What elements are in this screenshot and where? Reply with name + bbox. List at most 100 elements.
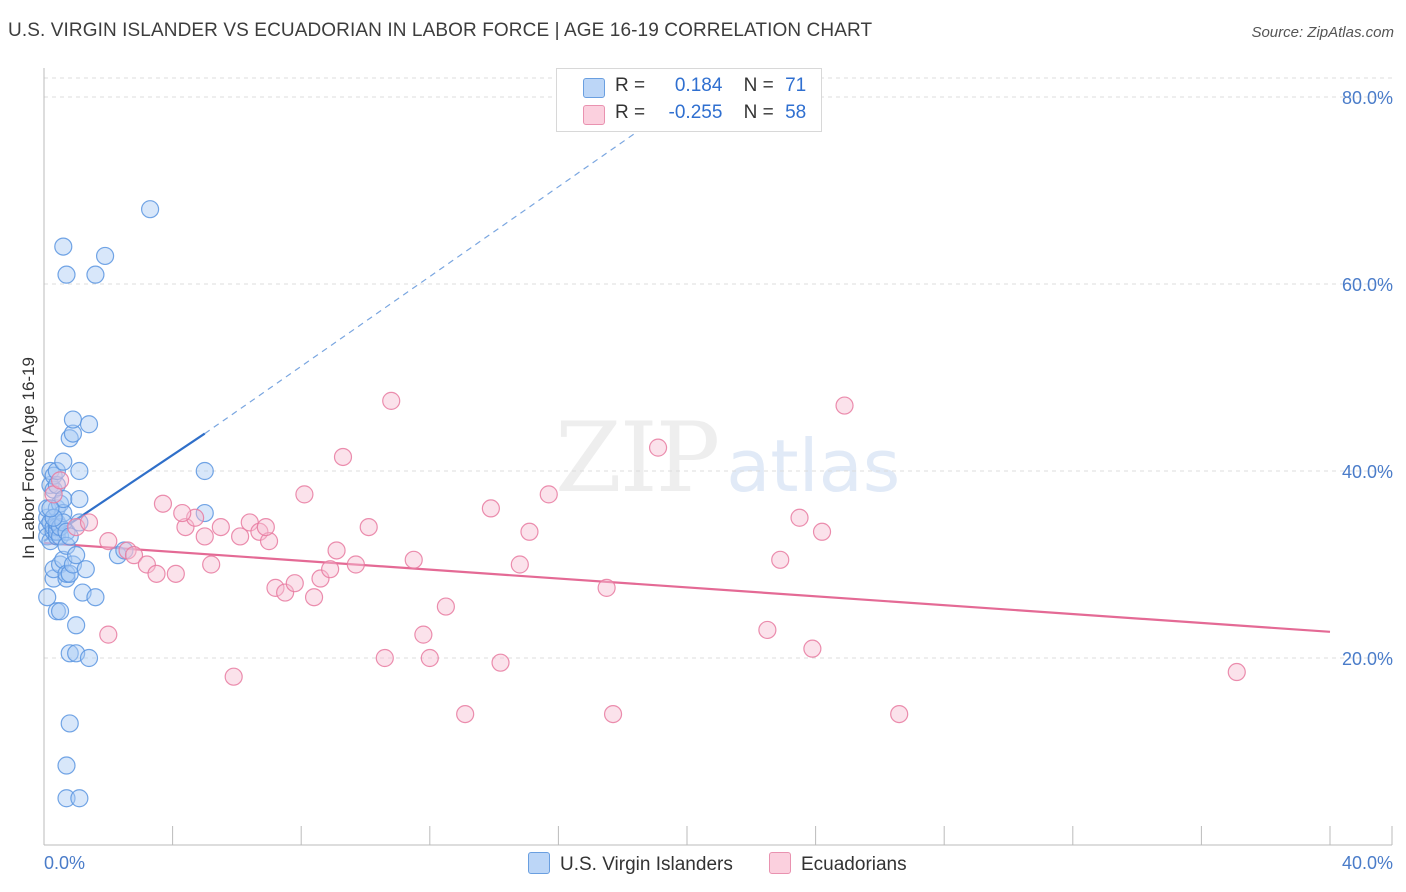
source-label: Source: ZipAtlas.com bbox=[1251, 24, 1394, 41]
y-tick-label: 60.0% bbox=[1342, 275, 1393, 295]
ecuadorian-point bbox=[346, 555, 365, 574]
ecuadorian-point bbox=[147, 564, 166, 583]
bottom-legend-ecuadorians: Ecuadorians bbox=[769, 852, 907, 876]
ecuadorian-point bbox=[481, 499, 500, 518]
virgin-islander-point bbox=[70, 789, 89, 808]
legend-r-value: 0.184 bbox=[674, 75, 723, 96]
ecuadorian-point bbox=[758, 620, 777, 640]
ecuadorian-point bbox=[211, 517, 230, 537]
legend-n-value: 71 bbox=[785, 75, 807, 96]
bottom-legend-label: U.S. Virgin Islanders bbox=[560, 854, 733, 875]
legend-row-ecuadorians: R = -0.255 N = 58 bbox=[557, 102, 821, 128]
legend-swatch-pink bbox=[583, 105, 605, 125]
virgin-islander-point bbox=[195, 503, 214, 523]
axis-labels: 20.0% 40.0% 60.0% 80.0% 0.0% 40.0% In Labor Fo… bbox=[19, 88, 1393, 873]
axes bbox=[43, 68, 1393, 846]
ecuadorian-point bbox=[539, 485, 558, 504]
legend-n-label: N = bbox=[743, 102, 774, 123]
ecuadorian-trend-line bbox=[43, 541, 1331, 633]
trend-lines bbox=[43, 96, 1331, 633]
virgin-islander-point bbox=[76, 560, 95, 579]
virgin-islander-point bbox=[57, 265, 76, 284]
virgin-islander-point bbox=[70, 461, 89, 481]
legend-row-virgin-islanders: R = 0.184 N = 71 bbox=[557, 75, 821, 101]
ecuadorian-point bbox=[137, 555, 156, 574]
ecuadorian-point bbox=[520, 522, 539, 541]
virgin-islander-point bbox=[63, 410, 83, 429]
ecuadorian-point bbox=[99, 532, 118, 551]
legend-text: R = 0.184 N = 71 bbox=[615, 75, 806, 97]
virgin-islander-trend-extension bbox=[204, 96, 688, 435]
virgin-islander-point bbox=[79, 648, 99, 668]
watermark-zip: ZIP bbox=[555, 402, 720, 514]
legend-n-value: 58 bbox=[785, 102, 807, 123]
legend-swatch-blue bbox=[583, 78, 605, 98]
virgin-islander-point bbox=[86, 588, 105, 607]
ecuadorian-point bbox=[491, 653, 510, 672]
ecuadorian-point bbox=[202, 555, 221, 574]
ecuadorian-point bbox=[176, 517, 195, 537]
ecuadorian-point bbox=[812, 522, 832, 541]
y-tick-label: 40.0% bbox=[1342, 462, 1393, 482]
ecuadorian-point bbox=[79, 513, 99, 532]
virgin-islander-point bbox=[60, 644, 79, 663]
correlation-legend: R = 0.184 N = 71 R = -0.255 N = 58 bbox=[556, 68, 822, 132]
ecuadorian-point bbox=[420, 648, 439, 668]
virgin-islander-point bbox=[57, 789, 76, 808]
ecuadorian-point bbox=[803, 639, 822, 658]
data-points bbox=[38, 200, 1246, 808]
virgin-islander-point bbox=[38, 588, 57, 607]
virgin-islander-point bbox=[140, 200, 160, 219]
virgin-islander-point bbox=[54, 489, 73, 509]
ecuadorian-point bbox=[304, 588, 324, 607]
watermark-atlas: atlas bbox=[726, 424, 901, 508]
ecuadorian-point bbox=[414, 625, 433, 644]
virgin-islander-point bbox=[54, 237, 73, 256]
legend-text: R = -0.255 N = 58 bbox=[615, 102, 806, 124]
ecuadorian-point bbox=[295, 485, 314, 504]
ecuadorian-point bbox=[124, 546, 144, 565]
ecuadorian-point bbox=[285, 574, 304, 593]
legend-n-label: N = bbox=[743, 75, 774, 96]
watermark: ZIP atlas bbox=[555, 402, 900, 514]
ecuadorian-point bbox=[436, 597, 455, 616]
virgin-islander-point bbox=[50, 602, 70, 621]
ecuadorian-point bbox=[333, 447, 353, 467]
ecuadorian-point bbox=[195, 527, 214, 546]
bottom-legend-swatch-blue bbox=[528, 852, 550, 874]
virgin-islander-point bbox=[63, 424, 83, 443]
ecuadorian-point bbox=[510, 555, 529, 574]
virgin-islander-point bbox=[67, 616, 86, 635]
y-axis-title: In Labor Force | Age 16-19 bbox=[19, 357, 38, 559]
ecuadorian-point bbox=[153, 494, 173, 513]
ecuadorian-point bbox=[256, 517, 275, 537]
y-tick-label: 80.0% bbox=[1342, 88, 1393, 108]
bottom-legend-swatch-pink bbox=[769, 852, 791, 874]
ecuadorian-point bbox=[404, 550, 423, 569]
legend-r-value: -0.255 bbox=[668, 102, 723, 123]
x-tick-label: 40.0% bbox=[1342, 853, 1393, 873]
legend-r-label: R = bbox=[615, 102, 646, 123]
virgin-islander-point bbox=[195, 461, 214, 481]
ecuadorian-point bbox=[1227, 662, 1246, 682]
ecuadorian-point bbox=[382, 391, 401, 410]
grid-lines bbox=[44, 77, 1392, 659]
ecuadorian-point bbox=[224, 667, 243, 686]
ecuadorian-point bbox=[166, 564, 185, 583]
ecuadorian-point bbox=[771, 550, 790, 569]
virgin-islander-point bbox=[60, 714, 79, 733]
bottom-legend-virgin-islanders: U.S. Virgin Islanders bbox=[528, 852, 733, 876]
virgin-islander-point bbox=[60, 527, 79, 546]
ecuadorian-point bbox=[456, 704, 475, 724]
virgin-islander-point bbox=[57, 756, 76, 775]
ecuadorian-point bbox=[259, 532, 279, 551]
ecuadorian-point bbox=[50, 471, 70, 490]
ecuadorian-point bbox=[321, 560, 340, 579]
virgin-islander-point bbox=[54, 452, 73, 471]
virgin-islander-point bbox=[67, 546, 86, 565]
ecuadorian-point bbox=[790, 508, 809, 527]
ecuadorian-point bbox=[311, 569, 330, 588]
bottom-legend-label: Ecuadorians bbox=[801, 854, 907, 875]
ecuadorian-point bbox=[648, 438, 668, 457]
